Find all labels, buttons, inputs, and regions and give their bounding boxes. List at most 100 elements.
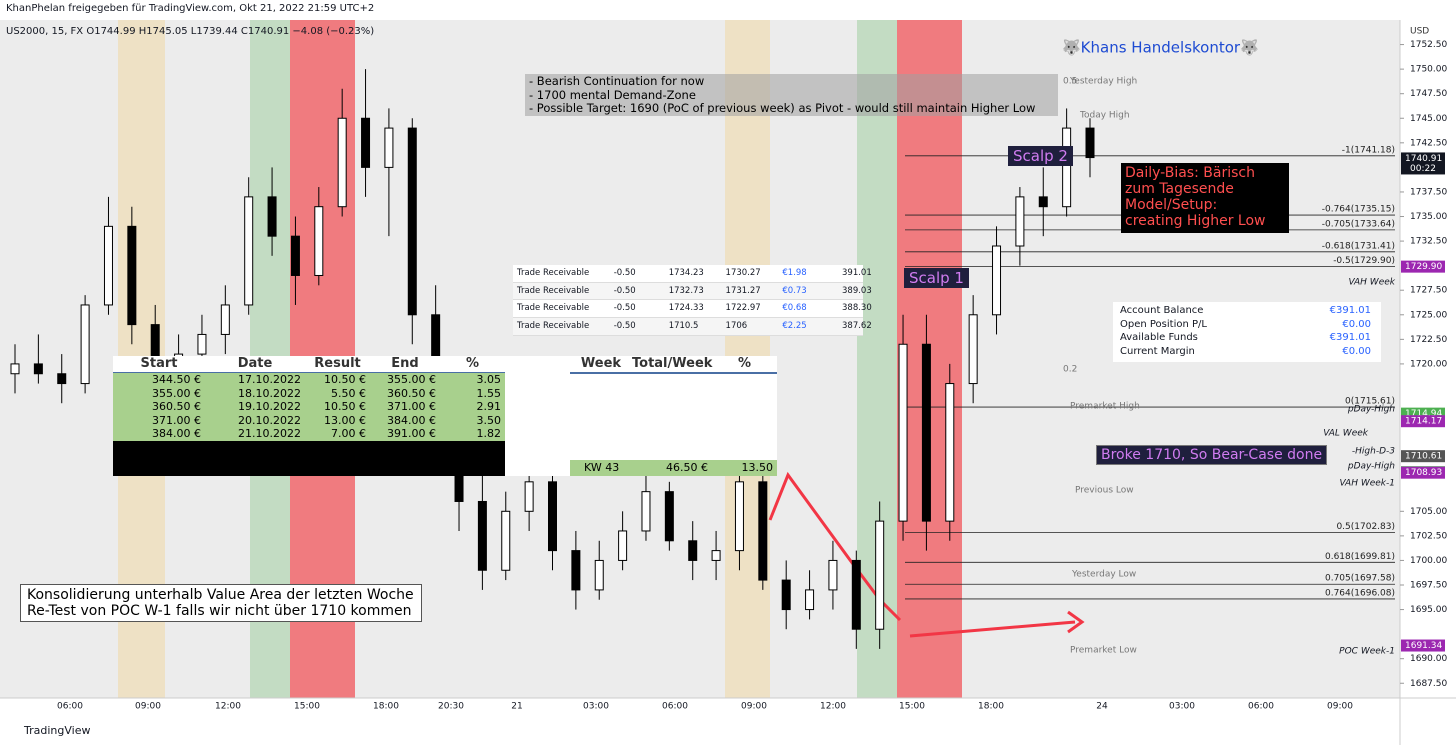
journal-cell: 19.10.2022 (205, 400, 305, 414)
fib-label: 0.618(1699.81) (1325, 552, 1395, 562)
y-tick-label: 1735.00 (1410, 212, 1447, 222)
journal-cell: 17.10.2022 (205, 373, 305, 387)
y-tick-label: 1700.00 (1410, 556, 1447, 566)
price-badge-label: 1708.93 (1405, 468, 1442, 478)
trade-cell: 1731.27 (725, 285, 761, 296)
candle-body (734, 481, 744, 552)
account-label: Account Balance (1120, 305, 1204, 316)
trade-cell: Trade Receivable (517, 285, 590, 296)
scalp-label: Scalp 2 (1008, 146, 1073, 166)
trade-cell: -0.50 (613, 268, 636, 278)
trade-cell: 1724.33 (668, 303, 704, 314)
journal-cell: 1.82 (440, 427, 505, 441)
level-tag: Yesterday High (1069, 77, 1137, 87)
candle-body (571, 550, 581, 591)
journal-cell: 355.00 € (370, 373, 440, 387)
account-value: €391.01 (1329, 305, 1371, 316)
drawing-arrow (909, 620, 1076, 638)
price-badge (1401, 260, 1445, 273)
journal-header: % (712, 356, 777, 374)
account-value: €0.00 (1342, 318, 1371, 330)
drawing-arrow (1067, 610, 1085, 634)
candle-body (1085, 127, 1095, 159)
x-tick-label: 12:00 (820, 702, 846, 712)
x-tick-label: 20:30 (438, 702, 464, 712)
y-tick-label: 1742.50 (1410, 138, 1447, 148)
candle-body (594, 559, 604, 591)
y-tick-label: 1720.00 (1410, 359, 1447, 369)
journal-cell: 21.10.2022 (205, 427, 305, 441)
journal-header: Date (205, 356, 305, 374)
level-tag: Premarket High (1070, 402, 1140, 412)
level-tag: Premarket Low (1070, 646, 1137, 656)
candle-body (57, 373, 67, 385)
level-tag: VAH Week-1 (1340, 479, 1396, 489)
candle-body (501, 510, 511, 571)
candle-body (10, 363, 20, 375)
fib-label: 0.764(1696.08) (1325, 588, 1395, 598)
journal-header: Total/Week (632, 356, 712, 374)
candle-body (805, 589, 815, 611)
journal-cell: 18.10.2022 (205, 386, 305, 401)
account-label: Current Margin (1120, 345, 1195, 357)
journal-cell: 13.00 € (305, 413, 370, 428)
candle-body (127, 225, 137, 326)
level-tag: pDay-High (1347, 462, 1395, 472)
y-tick-label: 1732.50 (1410, 237, 1447, 247)
level-tag: VAL Week (1323, 429, 1369, 439)
y-tick-label: 1695.00 (1410, 605, 1447, 615)
trade-cell: €1.98 (782, 268, 807, 278)
trade-cell: 387.62 (842, 321, 872, 332)
journal-week: 13.50 (712, 460, 777, 476)
trade-cell: 1734.23 (668, 268, 704, 278)
trade-cell: Trade Receivable (517, 321, 590, 332)
level-tag: -High-D-3 (1352, 447, 1395, 457)
candle-body (711, 550, 721, 561)
trade-cell: 1732.73 (668, 285, 704, 296)
x-tick-label: 12:00 (215, 702, 241, 712)
y-tick-label: 1752.50 (1410, 40, 1447, 50)
journal-cell: 3.05 (440, 373, 505, 387)
trade-cell: 1730.27 (725, 268, 761, 278)
trade-cell: -0.50 (613, 303, 636, 314)
journal-cell: 5.50 € (305, 386, 370, 401)
candle-body (618, 530, 628, 561)
y-tick-label: 1697.50 (1410, 581, 1447, 591)
trade-row: Trade Receivable -0.50 1732.73 1731.27 €0.73… (513, 282, 872, 301)
trade-cell: €2.25 (782, 321, 807, 332)
level-tag: Previous Low (1075, 486, 1134, 496)
credit: KhanPhelan freigegeben für TradingView.c… (6, 3, 375, 14)
journal-header: Result (305, 356, 370, 374)
plan-line: - Bearish Continuation for now (529, 74, 705, 88)
candle-body (314, 206, 324, 276)
x-tick-label: 06:00 (1248, 702, 1274, 712)
journal-header: Start (113, 356, 205, 374)
level-tag: 0.2 (1063, 365, 1077, 375)
trade-cell: Trade Receivable (517, 303, 590, 314)
bias-note: Daily-Bias: Bärisch zum Tagesende Model/Se… (1121, 163, 1289, 233)
bias-line: Model/Setup: (1125, 197, 1218, 213)
trade-cell: 391.01 (842, 268, 872, 278)
level-tag: 0.5 (1063, 77, 1077, 87)
trade-cell: €0.73 (782, 285, 807, 296)
x-tick-label: 03:00 (583, 702, 609, 712)
price-badge-label: 1729.90 (1405, 262, 1442, 272)
candle-body (244, 196, 254, 306)
trade-cell: 388.30 (842, 303, 872, 314)
journal-table: Start Date Result End% Week Total/Week% 344.50… (113, 356, 777, 476)
x-tick-label: 21 (511, 702, 522, 712)
bias-line: zum Tagesende (1125, 181, 1234, 197)
journal-cell: 7.00 € (305, 427, 370, 441)
x-tick-label: 09:00 (1327, 702, 1353, 712)
candle-body (33, 363, 43, 375)
scalp-label: Scalp 1 (904, 268, 969, 288)
symbol-info: US2000, 15, FX O1744.99 H1745.05 L1739.4… (6, 26, 374, 37)
x-tick-label: 18:00 (373, 702, 399, 712)
price-badge (1401, 415, 1445, 428)
level-tag: pDay-High (1347, 405, 1395, 415)
footer-brand: TradingView (23, 724, 90, 737)
candle-body (524, 481, 534, 512)
journal-header: Week (570, 356, 632, 374)
candle-body (1062, 127, 1072, 208)
y-tick-label: 1687.50 (1410, 679, 1447, 689)
